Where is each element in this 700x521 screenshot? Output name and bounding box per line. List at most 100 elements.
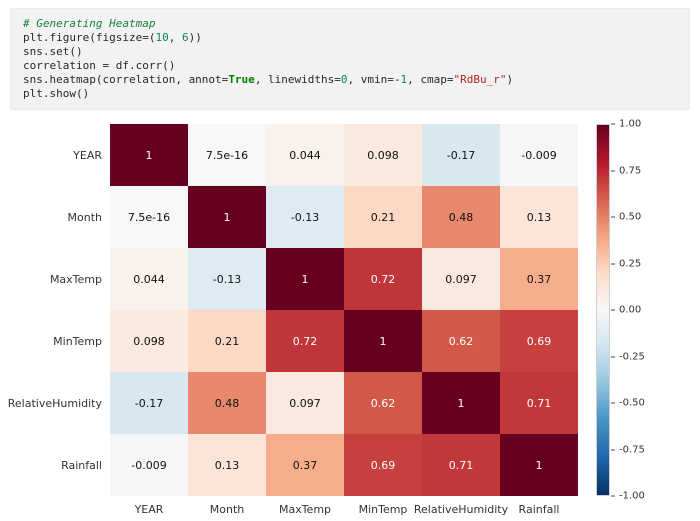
code-line: plt.show() xyxy=(23,87,677,101)
heatmap-cell: 0.21 xyxy=(344,186,422,248)
tick-mark-icon xyxy=(611,309,615,311)
code-token: plt.figure(figsize=( xyxy=(23,31,156,44)
colorbar-tick-label: 0.50 xyxy=(619,211,642,223)
heatmap-cell: -0.009 xyxy=(500,124,578,186)
code-block: # Generating Heatmap plt.figure(figsize=(… xyxy=(23,17,677,101)
code-token: 6 xyxy=(181,31,189,44)
x-axis-label: YEAR xyxy=(134,503,164,516)
heatmap-cell: -0.009 xyxy=(110,434,188,496)
heatmap-cell: 7.5e-16 xyxy=(188,124,266,186)
heatmap-cell: -0.17 xyxy=(422,124,500,186)
heatmap-cell: 0.097 xyxy=(266,372,344,434)
heatmap-cell: 0.71 xyxy=(500,372,578,434)
colorbar-ticks: 1.00 0.75 0.50 0.25 0.00 -0.25 -0.50 -0.75 -1.00 xyxy=(611,119,666,502)
heatmap-cell: 0.098 xyxy=(110,310,188,372)
tick-mark-icon xyxy=(611,263,615,264)
x-axis-label: Month xyxy=(209,503,245,516)
code-line: sns.set() xyxy=(23,45,677,59)
heatmap-cell: 0.48 xyxy=(188,372,266,434)
heatmap-cell: 1 xyxy=(188,186,266,248)
code-line: sns.heatmap(correlation, annot=True, lin… xyxy=(23,73,677,87)
x-axis-label: MinTemp xyxy=(358,503,408,516)
tick-mark-icon xyxy=(611,402,615,404)
x-axis-label: MaxTemp xyxy=(278,503,332,516)
heatmap-cell: 0.13 xyxy=(500,186,578,248)
code-token: )) xyxy=(188,31,202,44)
heatmap-cell: 0.69 xyxy=(344,434,422,496)
heatmap-cell: 1 xyxy=(344,310,422,372)
code-token: True xyxy=(228,73,255,86)
y-axis-label: RelativeHumidity xyxy=(7,396,102,410)
heatmap-cell: -0.13 xyxy=(188,248,266,310)
tick-mark-icon xyxy=(611,123,615,125)
colorbar-tick: 1.00 xyxy=(611,119,641,130)
heatmap-cell: 1 xyxy=(110,124,188,186)
heatmap-cell: -0.17 xyxy=(110,372,188,434)
code-token: plt.show() xyxy=(23,87,90,100)
heatmap-cell: 1 xyxy=(422,372,500,434)
code-token: # Generating Heatmap xyxy=(23,17,156,30)
colorbar-tick-label: 0.75 xyxy=(619,165,642,176)
heatmap-cell: 0.21 xyxy=(188,310,266,372)
colorbar-tick-label: 0.25 xyxy=(619,258,642,269)
heatmap-cell: 0.37 xyxy=(500,248,578,310)
code-line: correlation = df.corr() xyxy=(23,59,677,73)
colorbar: 1.00 0.75 0.50 0.25 0.00 -0.25 -0.50 -0.75 -1.00 xyxy=(596,119,645,502)
code-token: sns.set() xyxy=(23,45,83,58)
heatmap-cell: 0.72 xyxy=(344,248,422,310)
code-token: sns.heatmap(correlation, annot= xyxy=(23,73,229,86)
heatmap-cell: 0.098 xyxy=(344,124,422,186)
code-token: , linewidths= xyxy=(254,73,341,86)
tick-mark-icon xyxy=(611,449,615,450)
heatmap-cell: 0.097 xyxy=(422,248,500,310)
y-axis-label: MinTemp xyxy=(53,334,102,348)
heatmap-cell: 0.72 xyxy=(266,310,344,372)
colorbar-tick: 0.25 xyxy=(611,258,641,269)
code-token: "RdBu_r" xyxy=(453,73,507,86)
colorbar-tick: -1.00 xyxy=(611,491,645,502)
code-token: 1 xyxy=(400,73,408,86)
notebook-page: # Generating Heatmap plt.figure(figsize=(… xyxy=(0,8,700,521)
code-token: , vmin=- xyxy=(347,73,401,86)
colorbar-tick-label: 0.00 xyxy=(619,304,642,316)
colorbar-tick: 0.75 xyxy=(611,165,641,176)
heatmap-cell: 1 xyxy=(500,434,578,496)
code-token: 10 xyxy=(155,31,169,44)
heatmap-cell: 0.48 xyxy=(422,186,500,248)
colorbar-tick-label: -0.75 xyxy=(619,444,645,455)
heatmap-cell: 0.37 xyxy=(266,434,344,496)
colorbar-tick: -0.25 xyxy=(611,351,645,362)
heatmap: YEAR 1 7.5e-16 0.044 0.098 -0.17 -0.009 Month 7.… xyxy=(6,124,578,521)
x-axis-label: Rainfall xyxy=(518,503,560,516)
heatmap-figure: YEAR 1 7.5e-16 0.044 0.098 -0.17 -0.009 Month 7.… xyxy=(6,119,700,521)
colorbar-tick-label: 1.00 xyxy=(619,118,642,130)
y-axis-label: Rainfall xyxy=(61,458,102,472)
heatmap-cell: 0.69 xyxy=(500,310,578,372)
y-axis-label: MaxTemp xyxy=(49,272,102,286)
colorbar-tick-label: -0.50 xyxy=(619,397,645,409)
colorbar-tick: -0.50 xyxy=(611,398,645,409)
colorbar-tick: 0.00 xyxy=(611,305,641,316)
heatmap-cell: -0.13 xyxy=(266,186,344,248)
colorbar-tick-label: -0.25 xyxy=(619,351,645,362)
code-token: , cmap= xyxy=(407,73,454,86)
code-line: # Generating Heatmap xyxy=(23,17,677,31)
tick-mark-icon xyxy=(611,495,615,497)
heatmap-cell: 0.044 xyxy=(266,124,344,186)
heatmap-cell: 0.62 xyxy=(344,372,422,434)
axis-corner xyxy=(6,496,110,521)
x-axis-label: RelativeHumidity xyxy=(413,503,509,516)
colorbar-tick: 0.50 xyxy=(611,212,641,223)
heatmap-cell: 0.71 xyxy=(422,434,500,496)
code-cell[interactable]: # Generating Heatmap plt.figure(figsize=(… xyxy=(10,8,690,110)
colorbar-tick-label: -1.00 xyxy=(619,490,645,502)
tick-mark-icon xyxy=(611,216,615,218)
tick-mark-icon xyxy=(611,356,615,357)
heatmap-cell: 7.5e-16 xyxy=(110,186,188,248)
heatmap-cell: 0.044 xyxy=(110,248,188,310)
code-token: , xyxy=(168,31,182,44)
colorbar-tick: -0.75 xyxy=(611,444,645,455)
y-axis-label: Month xyxy=(67,210,102,224)
heatmap-cell: 1 xyxy=(266,248,344,310)
code-token: ) xyxy=(506,73,514,86)
